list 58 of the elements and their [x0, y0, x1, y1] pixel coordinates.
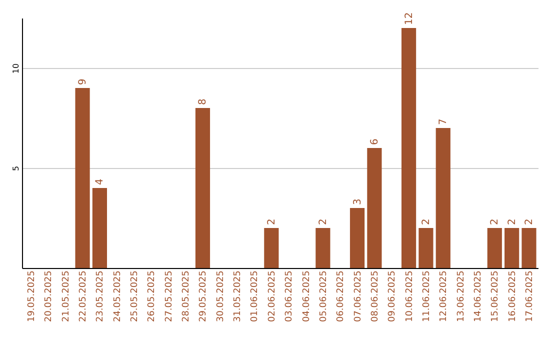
x-tick-label: 22.05.2025 [78, 270, 89, 322]
bar [522, 228, 536, 268]
x-tick-label: 12.06.2025 [439, 270, 450, 322]
data-label: 2 [266, 218, 278, 225]
bar [350, 208, 365, 268]
x-tick-label: 19.05.2025 [27, 270, 38, 322]
x-tick-label: 11.06.2025 [422, 270, 432, 322]
data-label: 2 [420, 218, 432, 225]
data-label: 3 [352, 198, 364, 205]
bar [195, 108, 210, 268]
bar [418, 228, 434, 268]
x-tick-label: 10.06.2025 [404, 270, 415, 322]
bar [367, 148, 382, 268]
data-label: 4 [94, 178, 106, 185]
x-tick-label: 13.06.2025 [456, 270, 466, 322]
x-tick-label: 03.06.2025 [284, 270, 295, 322]
x-tick-label: 05.06.2025 [318, 270, 329, 322]
x-tick-label: 28.05.2025 [182, 270, 192, 322]
x-tick-label: 16.06.2025 [508, 270, 518, 322]
x-tick-label: 07.06.2025 [353, 270, 364, 322]
x-tick-label: 02.06.2025 [267, 270, 278, 322]
data-label: 2 [524, 218, 535, 225]
data-label: 2 [318, 218, 329, 225]
x-tick-label: 15.06.2025 [490, 270, 501, 322]
bar [92, 188, 107, 268]
x-tick-label: 30.05.2025 [216, 270, 226, 322]
bar [75, 88, 90, 268]
data-label: 2 [506, 218, 518, 225]
x-tick-label: 26.05.2025 [147, 270, 158, 322]
x-tick-label: 04.06.2025 [302, 270, 312, 322]
x-tick-label: 01.06.2025 [250, 270, 260, 322]
data-label: 8 [198, 98, 209, 105]
data-label: 6 [369, 138, 380, 145]
x-tick-label: 08.06.2025 [370, 270, 380, 322]
data-label: 12 [404, 12, 415, 25]
x-tick-label: 20.05.2025 [44, 270, 54, 322]
y-tick-label: 10 [12, 63, 20, 74]
bar [436, 128, 450, 268]
x-tick-label: 24.05.2025 [112, 270, 123, 322]
bar [487, 228, 502, 268]
bar [316, 228, 330, 268]
data-label: 9 [78, 78, 89, 85]
bar [504, 228, 520, 268]
data-label: 7 [438, 118, 450, 125]
data-label: 2 [490, 218, 501, 225]
x-tick-label: 14.06.2025 [473, 270, 484, 322]
x-tick-label: 27.05.2025 [164, 270, 174, 322]
x-tick-label: 31.05.2025 [233, 270, 244, 322]
x-tick-label: 23.05.2025 [96, 270, 106, 322]
x-tick-label: 09.06.2025 [388, 270, 398, 322]
bar [401, 28, 416, 268]
bar [264, 228, 279, 268]
x-tick-label: 06.06.2025 [336, 270, 346, 322]
x-tick-label: 29.05.2025 [198, 270, 209, 322]
y-tick-label: 5 [12, 166, 20, 172]
x-tick-label: 25.05.2025 [130, 270, 140, 322]
x-tick-label: 21.05.2025 [61, 270, 72, 322]
x-tick-label: 17.06.2025 [524, 270, 535, 322]
